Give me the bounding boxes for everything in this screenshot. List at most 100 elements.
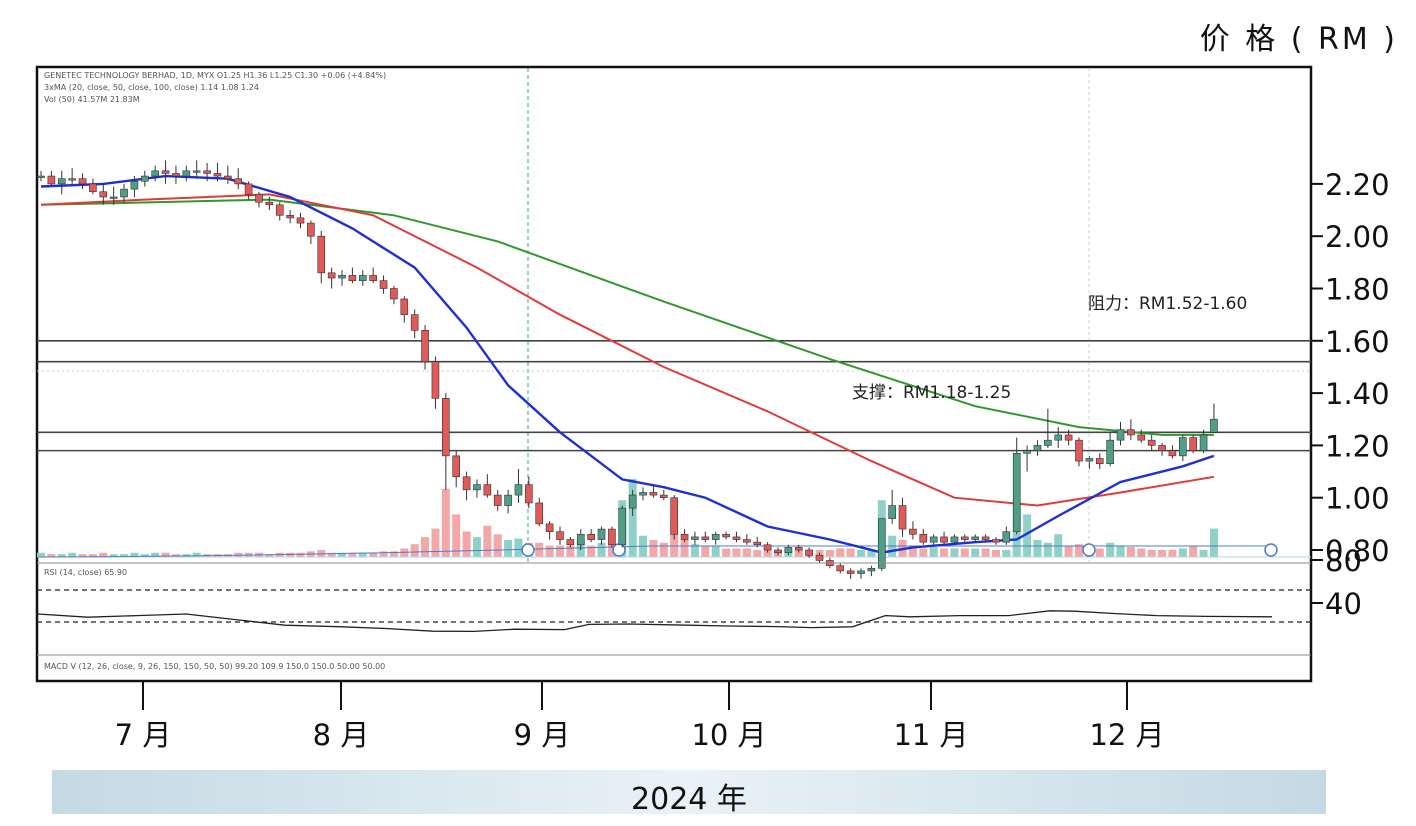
- candle-body: [390, 288, 398, 300]
- volume-bar: [742, 548, 751, 557]
- zone-layer: [37, 339, 1311, 452]
- volume-bar: [794, 549, 803, 557]
- candle-body: [701, 536, 710, 540]
- candle-body: [224, 175, 232, 179]
- candle-body: [992, 539, 1000, 543]
- volume-bar: [1189, 545, 1198, 557]
- volume-bar: [68, 552, 77, 557]
- candle-body: [1116, 429, 1125, 441]
- candle-body: [950, 536, 959, 543]
- rsi-panel: [37, 562, 1311, 656]
- volume-bar: [369, 552, 378, 557]
- volume-bar: [981, 548, 990, 557]
- candle-body: [1137, 434, 1146, 441]
- candle-body: [265, 201, 274, 206]
- candle-body: [867, 568, 876, 572]
- volume-bar: [452, 514, 461, 557]
- volume-bar: [472, 537, 481, 557]
- candle-body: [576, 534, 585, 546]
- volume-bar: [1043, 542, 1052, 557]
- candle-body: [711, 534, 720, 540]
- volume-bar: [483, 525, 492, 557]
- candle-body: [1147, 439, 1156, 446]
- month-label: 12 月: [1089, 718, 1164, 752]
- volume-bar: [566, 545, 575, 557]
- candle-body: [556, 531, 564, 540]
- candle-body: [442, 398, 450, 457]
- year-label: 2024 年: [631, 782, 747, 817]
- volume-bar: [1126, 547, 1135, 557]
- resistance-label: 阻力：RM1.52-1.60: [1088, 294, 1247, 314]
- candle-body: [504, 494, 512, 506]
- candle-body: [1199, 434, 1208, 451]
- ma20-line: [40, 174, 1215, 554]
- candle-body: [784, 547, 793, 553]
- volume-bar: [151, 552, 160, 557]
- volume-bar: [1209, 528, 1218, 557]
- candle-body: [1064, 434, 1073, 441]
- volume-tick-label: 80: [1325, 544, 1362, 578]
- candle-body: [473, 484, 481, 491]
- candle-body: [597, 528, 606, 540]
- candle-body: [400, 298, 409, 315]
- candle-body: [628, 494, 637, 509]
- volume-bar: [1158, 549, 1167, 557]
- candle-body: [203, 170, 211, 174]
- volume-bar: [400, 548, 409, 557]
- candle-body: [89, 183, 97, 193]
- volume-bar: [109, 554, 118, 557]
- price-unit-label: 价 格 ( RM ): [1199, 22, 1398, 57]
- candle-body: [659, 494, 668, 498]
- candle-body: [338, 275, 346, 279]
- volume-bar: [545, 545, 554, 557]
- volume-bar: [192, 552, 201, 557]
- candle-body: [182, 170, 191, 177]
- candle-body: [452, 455, 461, 478]
- candle-body: [161, 170, 170, 174]
- volume-bar: [421, 537, 430, 557]
- volume-bar: [919, 548, 928, 557]
- volume-bar: [753, 549, 762, 557]
- volume-bar: [296, 552, 305, 557]
- candle-body: [919, 534, 928, 543]
- candle-body: [649, 492, 658, 496]
- price-tick-label: 1.00: [1325, 482, 1390, 516]
- candle-body: [753, 541, 762, 546]
- volume-bar: [78, 554, 87, 557]
- volume-bar: [846, 548, 855, 557]
- volume-bar: [535, 542, 544, 557]
- candle-body: [1095, 458, 1104, 465]
- volume-bar: [836, 548, 845, 557]
- rsi-tick-label: 40: [1325, 587, 1362, 621]
- candle-body: [130, 180, 139, 190]
- price-tick-label: 1.60: [1325, 325, 1390, 359]
- price-tick-label: 1.80: [1325, 273, 1390, 307]
- volume-bar: [504, 539, 513, 557]
- volume-bar: [680, 539, 689, 557]
- volume-bar: [597, 542, 606, 557]
- candle-body: [234, 178, 243, 185]
- candle-body: [514, 484, 523, 496]
- volume-bar: [1064, 545, 1073, 557]
- candle-body: [483, 484, 492, 496]
- candle-body: [1158, 445, 1166, 451]
- volume-bar: [908, 545, 917, 557]
- candle-body: [327, 272, 336, 279]
- volume-bar: [628, 478, 637, 557]
- candle-body: [78, 178, 87, 185]
- candle-body: [369, 275, 377, 281]
- candle-body: [317, 235, 326, 274]
- volume-bar: [722, 548, 731, 557]
- macd-label: MACD V (12, 26, close, 9, 26, 150, 150, …: [44, 662, 385, 671]
- month-label: 7 月: [115, 718, 172, 752]
- volume-bar: [940, 548, 949, 557]
- candle-body: [120, 188, 128, 198]
- volume-bar: [950, 548, 959, 557]
- candle-body: [608, 528, 616, 546]
- candle-body: [929, 536, 938, 543]
- candle-body: [47, 175, 56, 185]
- rsi-line: [37, 610, 1273, 633]
- volume-bar: [701, 545, 710, 557]
- candles: [37, 160, 1218, 579]
